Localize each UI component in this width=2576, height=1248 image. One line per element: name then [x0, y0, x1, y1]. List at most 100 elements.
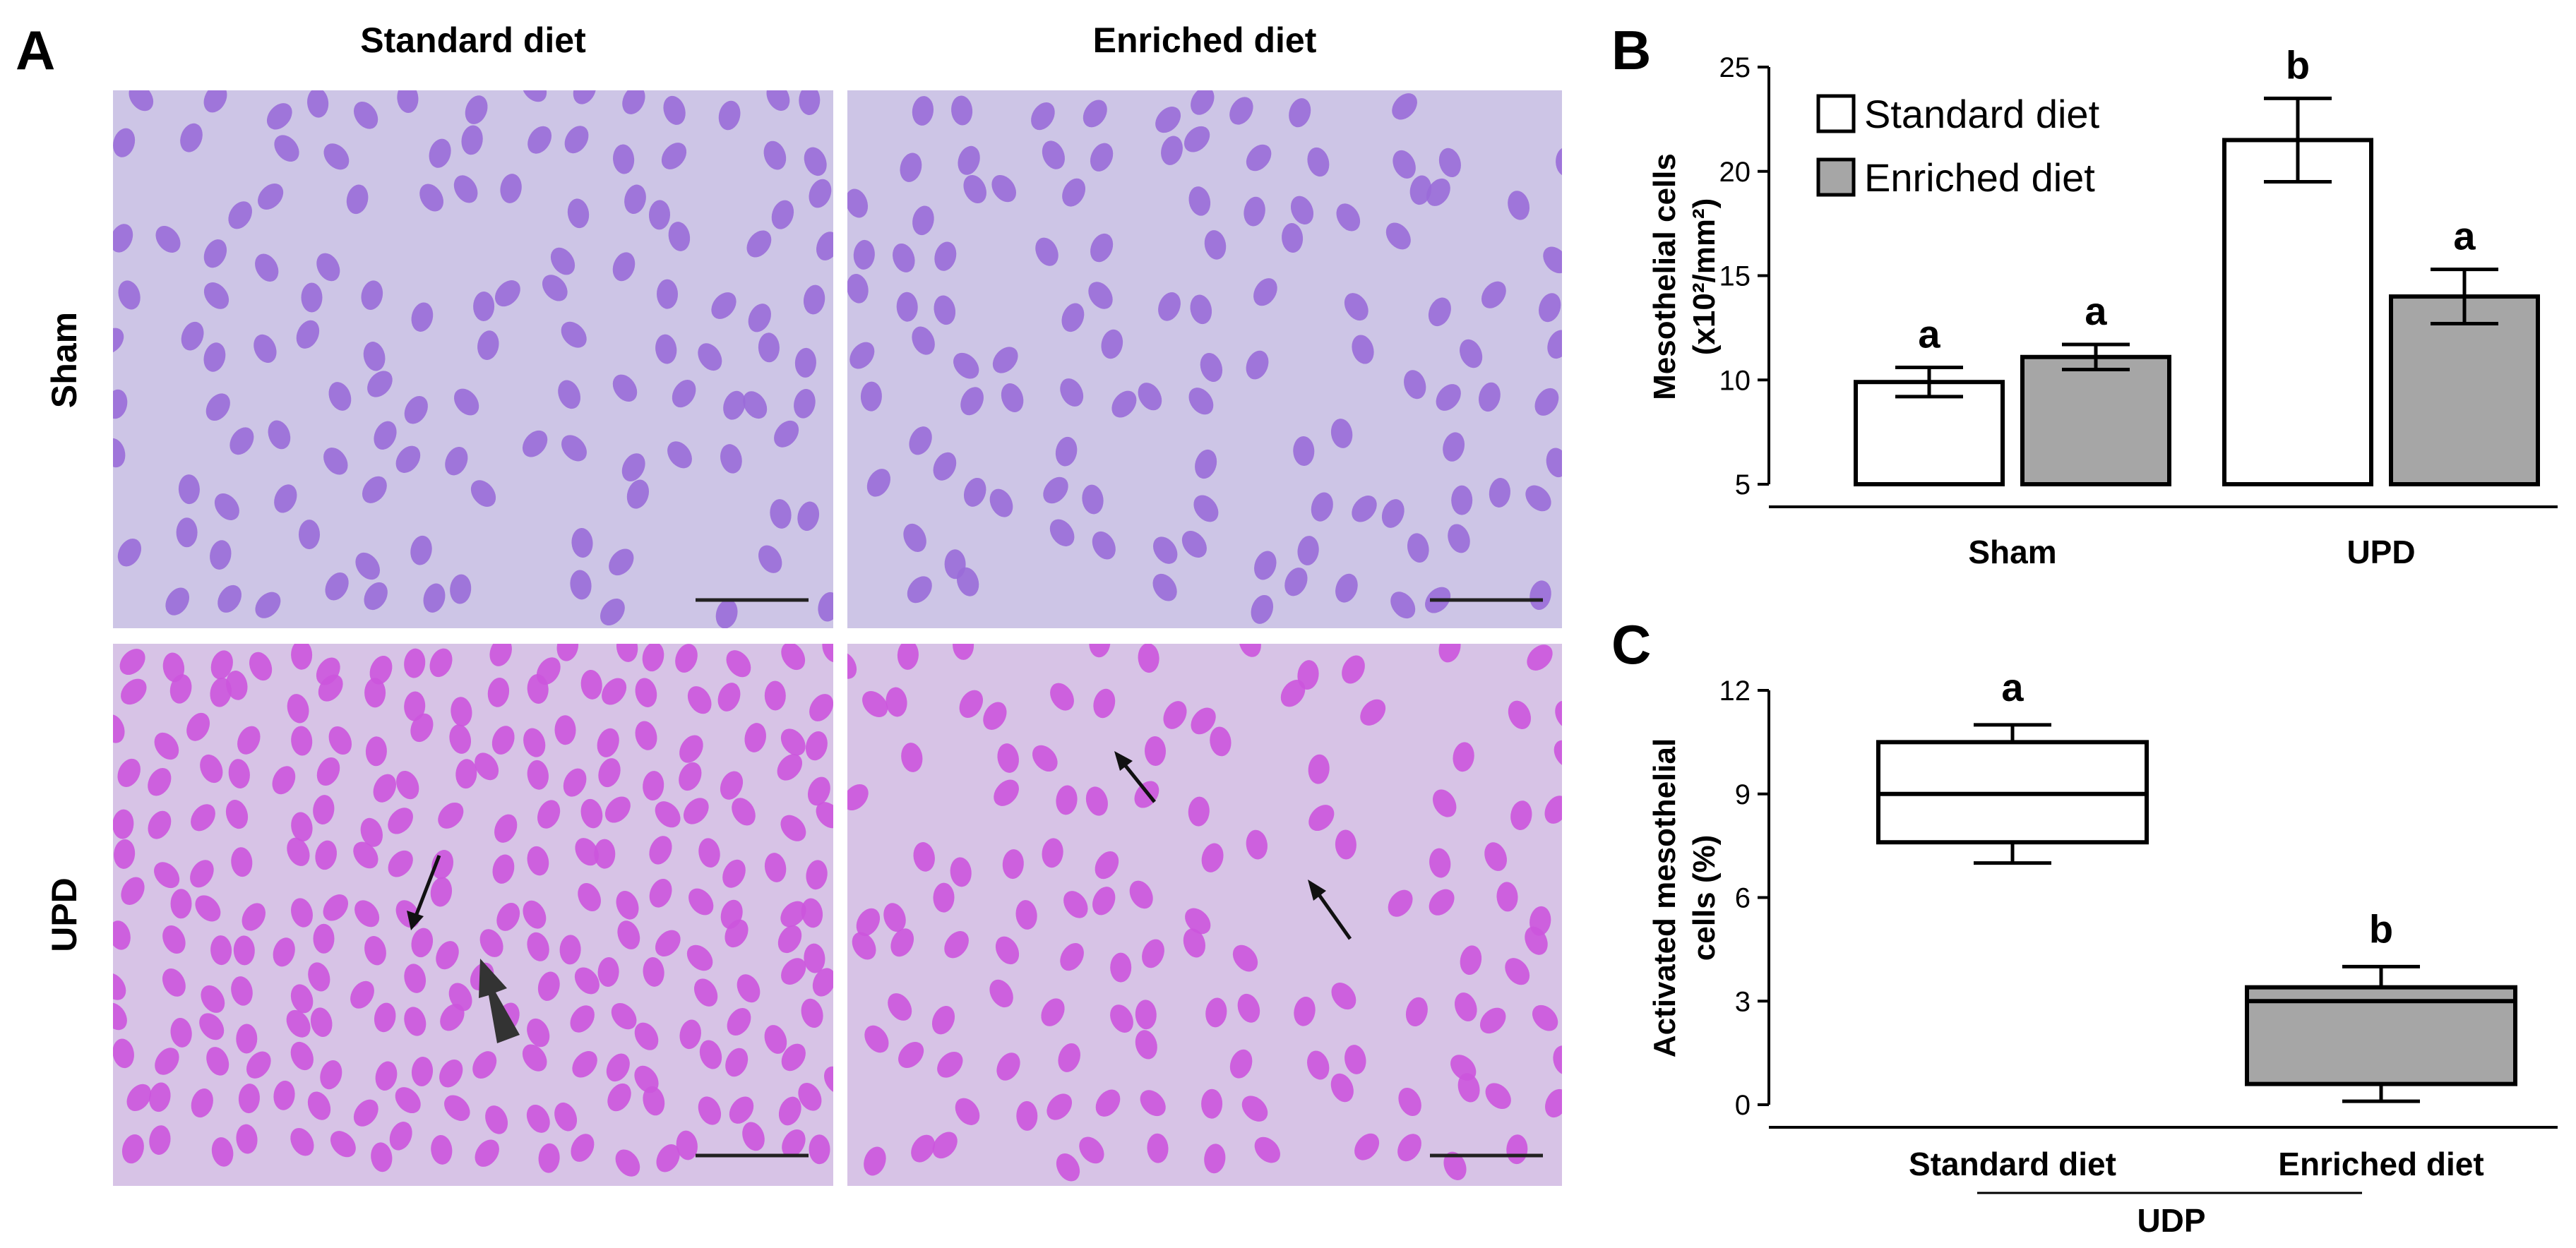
nucleus — [1191, 90, 1215, 115]
nucleus — [801, 898, 823, 928]
nucleus — [1510, 800, 1532, 831]
nucleus — [1031, 102, 1055, 131]
nucleus — [369, 655, 393, 685]
nucleus — [364, 678, 386, 708]
nucleus — [1335, 573, 1358, 603]
nucleus — [521, 90, 547, 102]
nucleus — [781, 1043, 806, 1072]
nucleus — [1397, 1134, 1421, 1162]
nucleus — [643, 771, 664, 801]
nucleus — [1289, 98, 1311, 128]
nucleus — [475, 752, 499, 781]
nucleus — [1046, 1093, 1073, 1120]
nucleus — [1043, 476, 1068, 504]
nucleus — [1308, 754, 1330, 784]
thin-arrow-head — [1308, 880, 1326, 901]
significance-letter: a — [2001, 665, 2024, 709]
nucleus — [550, 247, 576, 275]
nucleus — [117, 538, 142, 567]
nucleus — [1035, 237, 1059, 266]
nucleus — [397, 90, 419, 113]
significance-letter: b — [2369, 906, 2393, 951]
thin-arrow — [413, 855, 441, 918]
nucleus — [613, 144, 635, 174]
nucleus — [113, 973, 126, 1000]
nucleus — [1457, 1073, 1480, 1103]
nucleus — [411, 302, 434, 332]
nucleus — [561, 435, 587, 462]
nucleus — [353, 101, 378, 129]
nucleus — [771, 200, 794, 229]
nucleus — [580, 798, 603, 829]
nucleus — [316, 253, 340, 282]
nucleus — [1129, 880, 1153, 909]
nucleus — [1460, 339, 1483, 368]
nucleus — [522, 430, 548, 457]
nucleus — [720, 771, 744, 800]
nucleus — [465, 95, 488, 124]
nucleus — [149, 1125, 171, 1156]
nucleus — [1056, 785, 1078, 815]
nucleus — [1204, 230, 1227, 260]
nucleus — [643, 956, 664, 987]
nucleus — [429, 138, 451, 168]
nucleus — [1237, 993, 1260, 1023]
nucleus — [1294, 996, 1316, 1026]
nucleus — [679, 735, 703, 763]
nucleus — [937, 1051, 963, 1078]
nucleus — [847, 188, 869, 218]
nucleus — [698, 1096, 722, 1125]
nucleus — [114, 839, 136, 869]
nucleus — [301, 282, 323, 313]
nucleus — [1183, 928, 1206, 958]
nucleus — [170, 1017, 192, 1048]
nucleus — [1158, 292, 1181, 321]
nucleus — [431, 1134, 453, 1165]
nucleus — [1042, 140, 1065, 169]
nucleus — [649, 836, 672, 865]
nucleus — [496, 902, 520, 931]
nucleus — [1191, 707, 1216, 735]
nucleus — [228, 759, 250, 789]
nucleus — [1360, 699, 1386, 726]
nucleus — [1110, 952, 1132, 983]
nucleus — [491, 726, 515, 755]
nucleus — [809, 694, 833, 721]
nucleus — [1428, 297, 1451, 327]
nucleus — [655, 334, 677, 364]
nucleus — [205, 393, 230, 421]
nucleus — [667, 441, 692, 469]
nucleus — [181, 321, 204, 351]
nucleus — [799, 90, 821, 115]
nucleus — [291, 812, 313, 842]
nucleus — [1330, 419, 1353, 448]
nucleus — [656, 1144, 680, 1172]
nucleus — [201, 985, 225, 1013]
nucleus — [238, 1084, 260, 1114]
col-title-enriched: Enriched diet — [1093, 20, 1317, 60]
nucleus — [1229, 97, 1253, 125]
nucleus — [622, 90, 645, 114]
nucleus — [743, 391, 768, 419]
nucleus — [195, 895, 221, 922]
nucleus — [727, 1007, 751, 1036]
nucleus — [604, 796, 631, 823]
nucleus — [934, 241, 957, 271]
nucleus — [1183, 126, 1210, 152]
nucleus — [643, 1086, 665, 1116]
nucleus — [258, 184, 284, 210]
nucleus — [571, 1134, 595, 1162]
nucleus — [626, 479, 650, 509]
nucleus — [600, 598, 625, 626]
nucleus — [404, 691, 426, 721]
nucleus — [1204, 1144, 1226, 1174]
nucleus — [656, 279, 679, 309]
nucleus — [291, 644, 313, 670]
nucleus — [563, 768, 587, 797]
nucleus — [155, 1048, 179, 1075]
nucleus — [805, 731, 828, 761]
nucleus — [255, 592, 281, 618]
nucleus — [1244, 196, 1265, 227]
nucleus — [1429, 848, 1451, 878]
nucleus — [1152, 573, 1177, 601]
